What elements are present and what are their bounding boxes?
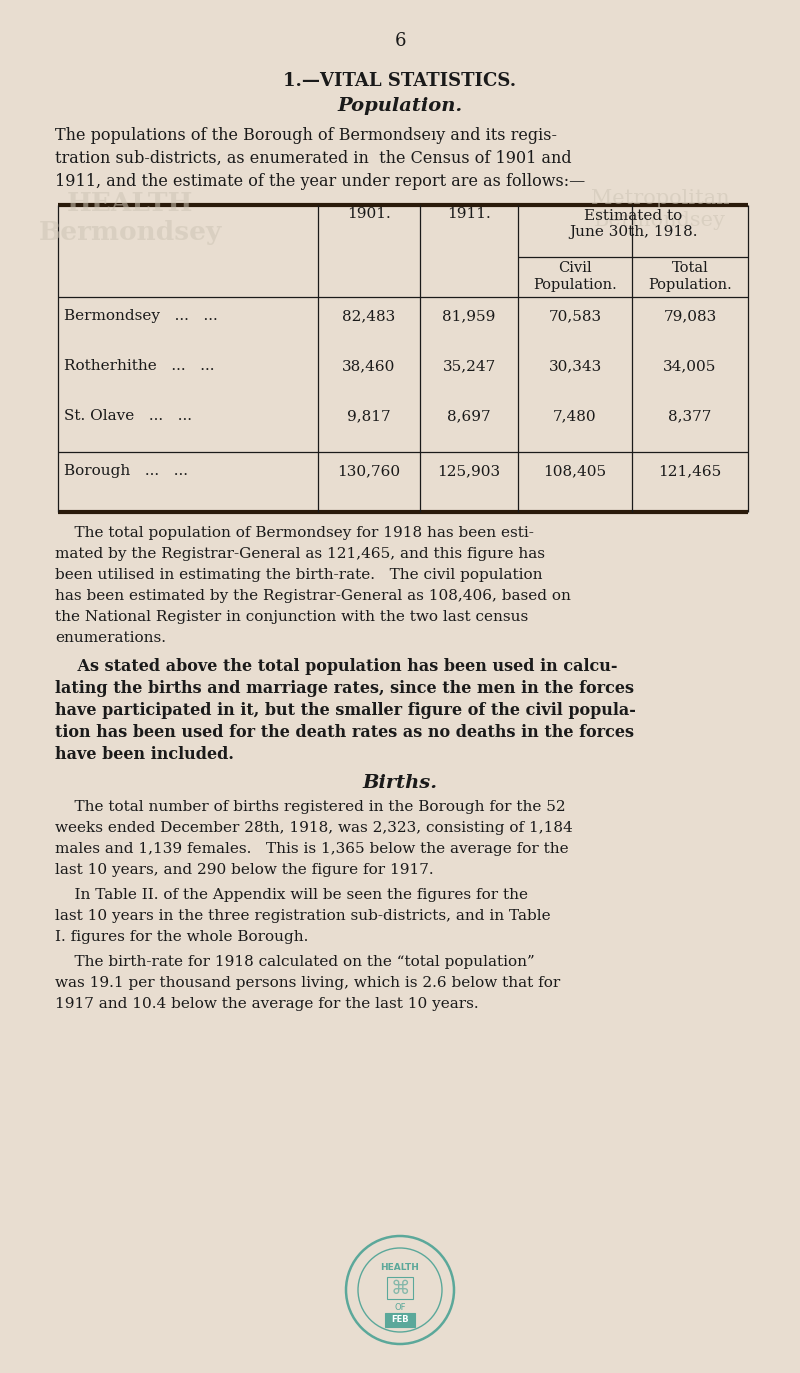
Text: I. figures for the whole Borough.: I. figures for the whole Borough. [55,930,308,945]
Text: 108,405: 108,405 [543,464,606,478]
Text: has been estimated by the Registrar-General as 108,406, based on: has been estimated by the Registrar-Gene… [55,589,571,603]
Text: Rotherhithe   ...   ...: Rotherhithe ... ... [64,358,214,373]
Text: Births.: Births. [362,774,438,792]
Text: 79,083: 79,083 [663,309,717,323]
Text: 38,460: 38,460 [342,358,396,373]
Text: Metropolitan
Bermondsey: Metropolitan Bermondsey [590,189,730,231]
Text: Bermondsey   ...   ...: Bermondsey ... ... [64,309,218,323]
Text: FEB: FEB [391,1315,409,1325]
Text: mated by the Registrar-General as 121,465, and this figure has: mated by the Registrar-General as 121,46… [55,546,545,562]
Text: last 10 years in the three registration sub-districts, and in Table: last 10 years in the three registration … [55,909,550,923]
FancyBboxPatch shape [385,1313,415,1326]
Text: last 10 years, and 290 below the figure for 1917.: last 10 years, and 290 below the figure … [55,864,434,877]
Text: been utilised in estimating the birth-rate.   The civil population: been utilised in estimating the birth-ra… [55,568,542,582]
Text: lating the births and marriage rates, since the men in the forces: lating the births and marriage rates, si… [55,680,634,697]
Text: 30,343: 30,343 [548,358,602,373]
Text: tion has been used for the death rates as no deaths in the forces: tion has been used for the death rates a… [55,724,634,741]
Text: 1911.: 1911. [447,207,491,221]
Text: Population.: Population. [338,97,462,115]
Text: OF: OF [394,1303,406,1313]
Text: males and 1,139 females.   This is 1,365 below the average for the: males and 1,139 females. This is 1,365 b… [55,842,569,855]
Text: 7,480: 7,480 [553,409,597,423]
Text: have been included.: have been included. [55,746,234,763]
Text: enumerations.: enumerations. [55,632,166,645]
Text: 70,583: 70,583 [549,309,602,323]
Text: ⌘: ⌘ [390,1278,410,1297]
Text: The total population of Bermondsey for 1918 has been esti-: The total population of Bermondsey for 1… [55,526,534,540]
Text: The populations of the Borough of Bermondseıy and its regis-: The populations of the Borough of Bermon… [55,126,557,144]
Text: 130,760: 130,760 [338,464,401,478]
Text: have participated in it, but the smaller figure of the civil popula-: have participated in it, but the smaller… [55,702,636,719]
Text: tration sub-districts, as enumerated in  the Census of 1901 and: tration sub-districts, as enumerated in … [55,150,572,168]
Text: 9,817: 9,817 [347,409,391,423]
Text: 34,005: 34,005 [663,358,717,373]
Text: 1901.: 1901. [347,207,391,221]
Text: Total
Population.: Total Population. [648,261,732,292]
Text: June 30th, 1918.: June 30th, 1918. [569,225,698,239]
Text: 8,697: 8,697 [447,409,491,423]
Text: was 19.1 per thousand persons living, which is 2.6 below that for: was 19.1 per thousand persons living, wh… [55,976,560,990]
Text: In Table II. of the Appendix will be seen the figures for the: In Table II. of the Appendix will be see… [55,888,528,902]
Text: 35,247: 35,247 [442,358,496,373]
Text: 6: 6 [394,32,406,49]
Text: 121,465: 121,465 [658,464,722,478]
Text: 1911, and the estimate of the year under report are as follows:—: 1911, and the estimate of the year under… [55,173,586,189]
Text: 1917 and 10.4 below the average for the last 10 years.: 1917 and 10.4 below the average for the … [55,997,478,1011]
Text: 81,959: 81,959 [442,309,496,323]
Text: 125,903: 125,903 [438,464,501,478]
Text: HEALTH: HEALTH [381,1263,419,1273]
Text: HEALTH
Bermondsey: HEALTH Bermondsey [38,191,222,244]
Text: weeks ended December 28th, 1918, was 2,323, consisting of 1,184: weeks ended December 28th, 1918, was 2,3… [55,821,573,835]
Text: the National Register in conjunction with the two last census: the National Register in conjunction wit… [55,610,528,623]
Text: The birth-rate for 1918 calculated on the “total population”: The birth-rate for 1918 calculated on th… [55,956,534,969]
Text: 1.—VITAL STATISTICS.: 1.—VITAL STATISTICS. [283,71,517,91]
Text: Borough   ...   ...: Borough ... ... [64,464,188,478]
Text: Estimated to: Estimated to [584,209,682,222]
Text: The total number of births registered in the Borough for the 52: The total number of births registered in… [55,800,566,814]
Text: Civil
Population.: Civil Population. [533,261,617,292]
Text: St. Olave   ...   ...: St. Olave ... ... [64,409,192,423]
Text: As stated above the total population has been used in calcu-: As stated above the total population has… [55,658,618,676]
Text: 82,483: 82,483 [342,309,396,323]
Text: 8,377: 8,377 [668,409,712,423]
